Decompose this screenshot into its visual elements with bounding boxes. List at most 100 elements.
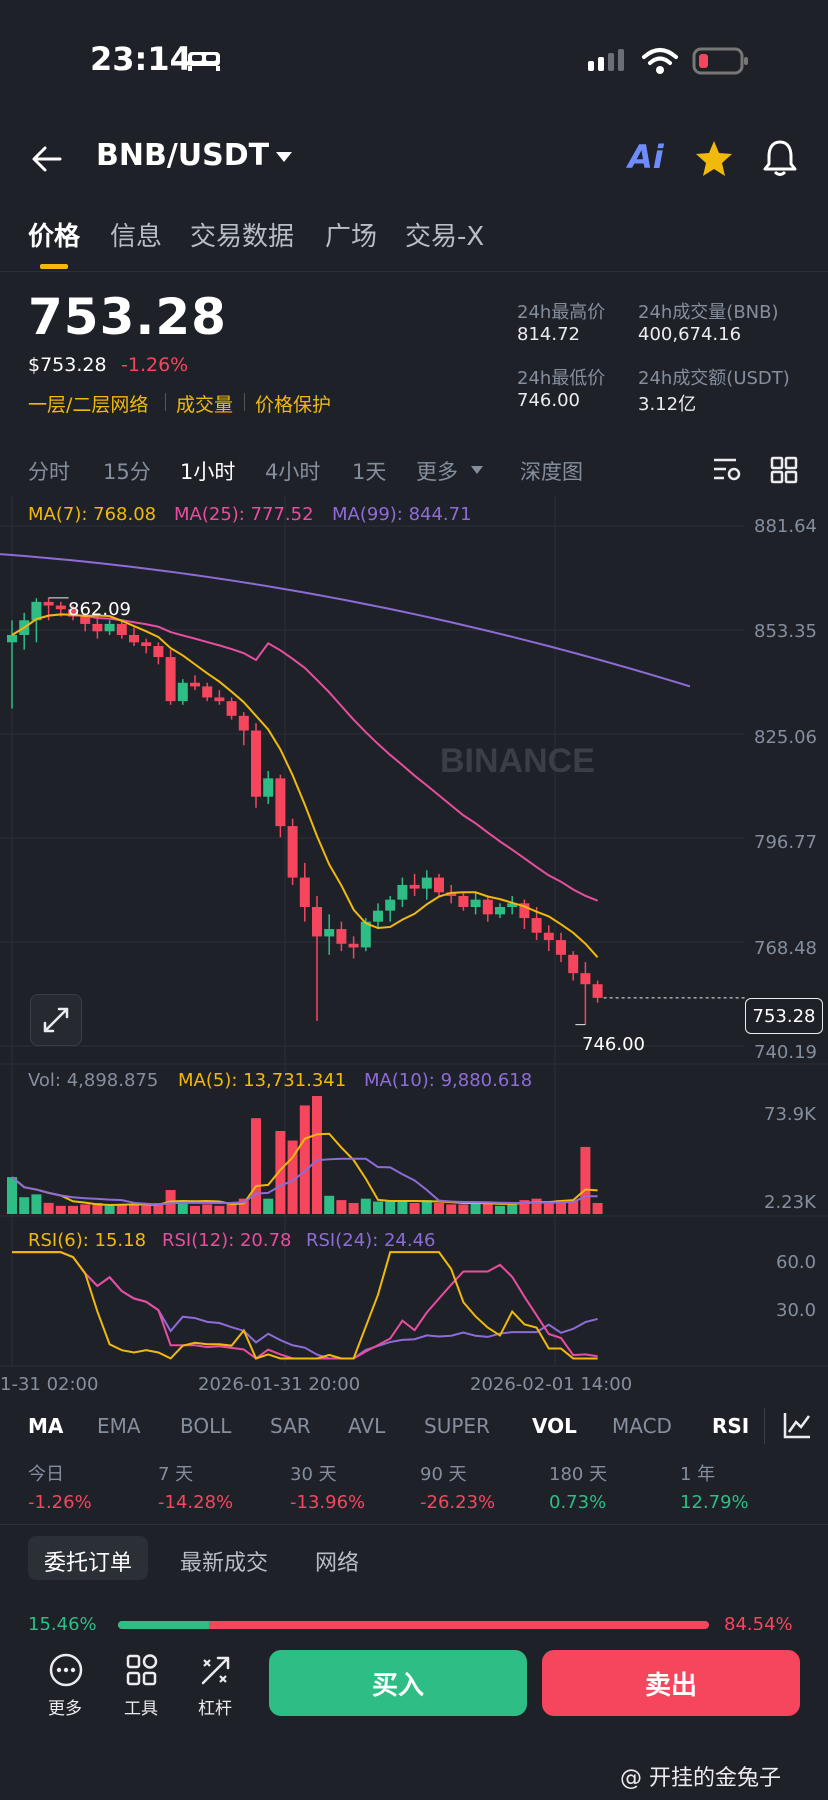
time-tick: 1-31 02:00	[0, 1374, 99, 1395]
volume-ma10-line	[11, 1157, 598, 1206]
candle-body	[238, 715, 249, 731]
candle-body	[592, 984, 603, 998]
interval-more[interactable]: 更多	[416, 460, 458, 484]
caret-down-icon[interactable]	[274, 150, 294, 164]
candle-body	[495, 907, 505, 915]
volume-bar	[495, 1205, 505, 1214]
candle-body	[251, 730, 261, 797]
leverage-icon[interactable]	[198, 1652, 234, 1688]
volume-bar	[458, 1204, 469, 1214]
high-label: 24h最高价	[517, 302, 606, 323]
volume-bar	[287, 1140, 298, 1214]
tag-volume[interactable]: 成交量	[176, 394, 234, 416]
tag-price-protection[interactable]: 价格保护	[255, 394, 332, 416]
ma7-line	[11, 613, 599, 958]
candle-body	[458, 895, 469, 908]
candle-body	[568, 954, 579, 974]
volume-bar	[531, 1198, 542, 1214]
volume-bar	[214, 1205, 225, 1214]
volume-legend: Vol: 4,898.875	[28, 1070, 159, 1091]
indicator-macd[interactable]: MACD	[612, 1414, 672, 1438]
indicator-avl[interactable]: AVL	[348, 1414, 386, 1438]
more-label[interactable]: 更多	[48, 1699, 82, 1719]
interval-1h[interactable]: 1小时	[180, 460, 236, 484]
interval-15m[interactable]: 15分	[103, 460, 151, 484]
pair-title[interactable]: BNB/USDT	[96, 138, 270, 173]
candle-body	[55, 605, 66, 610]
indicator-rsi[interactable]: RSI	[712, 1414, 750, 1438]
volume-bar	[360, 1198, 371, 1214]
indicator-settings-icon[interactable]	[782, 1410, 812, 1440]
indicator-ma[interactable]: MA	[28, 1414, 64, 1438]
signal-icon	[588, 49, 624, 71]
tab-latest-trades[interactable]: 最新成交	[180, 1551, 269, 1576]
volume-bar	[251, 1118, 261, 1214]
low-marker-label: 746.00	[582, 1034, 645, 1055]
perf-label-90d: 90 天	[420, 1464, 467, 1485]
volume-bar	[116, 1204, 127, 1214]
indicator-boll[interactable]: BOLL	[180, 1414, 232, 1438]
order-tab-active-bg	[28, 1536, 148, 1580]
tab-square[interactable]: 广场	[325, 222, 378, 252]
candle-body	[287, 826, 298, 878]
candle-body	[68, 609, 78, 617]
tag-layer-network[interactable]: 一层/二层网络	[28, 394, 149, 416]
tab-order-book[interactable]: 委托订单	[44, 1551, 133, 1576]
tab-network[interactable]: 网络	[315, 1551, 360, 1576]
candle-body	[177, 682, 188, 702]
volume-bar	[104, 1205, 115, 1214]
perf-value-1y: 12.79%	[680, 1492, 749, 1513]
tools-icon[interactable]	[124, 1652, 160, 1688]
indicator-super[interactable]: SUPER	[424, 1414, 490, 1438]
time-tick: 2026-02-01 14:00	[470, 1374, 633, 1395]
chart-settings-icon[interactable]	[712, 456, 742, 484]
tab-trading-data[interactable]: 交易数据	[190, 222, 295, 252]
divider	[0, 271, 828, 272]
candle-body	[226, 701, 237, 716]
interval-1d[interactable]: 1天	[352, 460, 387, 484]
candle-body	[385, 899, 396, 911]
grid-layout-icon[interactable]	[770, 456, 798, 484]
buy-button[interactable]: 买入	[269, 1650, 527, 1716]
volume-ma5-line	[11, 1132, 598, 1206]
tab-trade-x[interactable]: 交易-X	[405, 222, 485, 252]
perf-label-30d: 30 天	[290, 1464, 337, 1485]
perf-label-1y: 1 年	[680, 1464, 716, 1485]
candle-body	[482, 899, 493, 915]
indicator-ema[interactable]: EMA	[97, 1414, 141, 1438]
ai-assistant-icon[interactable]: Ai	[628, 138, 664, 176]
tab-info[interactable]: 信息	[110, 222, 163, 252]
volume-bar	[434, 1202, 444, 1214]
depth-chart-tab[interactable]: 深度图	[520, 460, 583, 484]
candlestick-chart[interactable]: BINANCE	[0, 496, 828, 1376]
interval-line[interactable]: 分时	[28, 460, 70, 484]
candle-body	[92, 623, 103, 632]
volume-bar	[421, 1200, 432, 1214]
rsi-tick: 60.0	[776, 1252, 817, 1273]
interval-4h[interactable]: 4小时	[265, 460, 321, 484]
volume-bar	[68, 1205, 78, 1214]
back-arrow-icon[interactable]	[30, 142, 64, 176]
volume-bar	[556, 1200, 566, 1214]
indicator-sar[interactable]: SAR	[270, 1414, 311, 1438]
tab-price[interactable]: 价格	[28, 222, 81, 252]
favorite-star-icon[interactable]	[694, 139, 734, 177]
sell-button[interactable]: 卖出	[542, 1650, 800, 1716]
status-time: 23:14	[90, 40, 192, 78]
volume-usdt-label: 24h成交额(USDT)	[638, 368, 790, 389]
ratio-bar-buy-fill	[118, 1621, 210, 1629]
notification-bell-icon[interactable]	[762, 138, 798, 178]
tools-label[interactable]: 工具	[124, 1699, 158, 1719]
candle-body	[263, 778, 274, 797]
fullscreen-button[interactable]	[30, 994, 82, 1046]
candle-body	[190, 682, 200, 687]
divider	[244, 393, 245, 411]
ratio-bar	[118, 1621, 709, 1629]
more-dots-icon[interactable]	[48, 1652, 84, 1688]
leverage-label[interactable]: 杠杆	[198, 1699, 232, 1719]
candle-body	[275, 778, 286, 827]
expand-icon	[43, 1007, 69, 1033]
indicator-vol[interactable]: VOL	[532, 1414, 577, 1438]
more-caret-icon[interactable]	[470, 465, 484, 475]
volume-bar	[55, 1205, 66, 1214]
